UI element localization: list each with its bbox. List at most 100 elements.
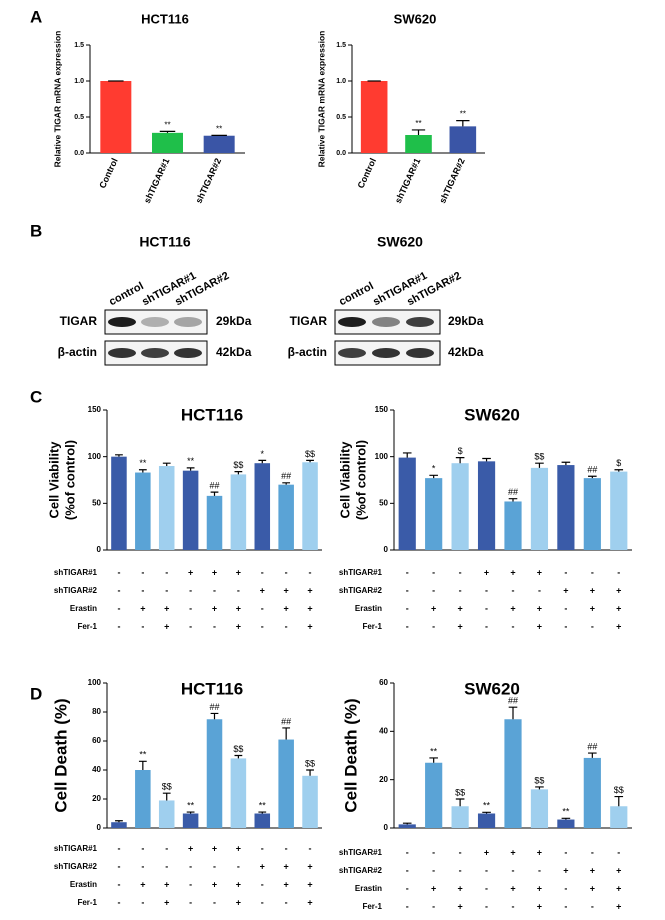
condition-mark: + <box>307 603 312 613</box>
condition-mark: + <box>188 843 193 853</box>
significance: ## <box>508 696 518 706</box>
lane-label: control <box>107 280 146 308</box>
condition-mark: - <box>512 585 515 595</box>
error-bar <box>258 811 267 814</box>
error-bar <box>162 792 171 801</box>
condition-name: shTIGAR#1 <box>54 568 98 577</box>
condition-mark: - <box>285 621 288 631</box>
error-bar <box>455 457 465 464</box>
error-bar <box>138 760 147 770</box>
y-tick-label: 60 <box>92 736 101 745</box>
condition-mark: + <box>510 883 515 893</box>
bar <box>254 813 271 828</box>
blot-title: SW620 <box>377 234 423 250</box>
bar <box>557 819 575 828</box>
condition-name: Fer-1 <box>362 622 382 631</box>
bar <box>425 478 443 550</box>
condition-mark: - <box>117 603 120 613</box>
bar <box>135 472 151 550</box>
band <box>372 348 400 358</box>
condition-mark: - <box>117 879 120 889</box>
condition-mark: - <box>432 567 435 577</box>
condition-mark: - <box>165 585 168 595</box>
error-bar <box>508 706 518 720</box>
bar <box>610 806 628 828</box>
error-bar <box>210 491 219 496</box>
bar <box>230 758 247 828</box>
condition-mark: - <box>406 567 409 577</box>
bar <box>111 456 127 550</box>
bar <box>111 822 127 828</box>
bar <box>451 806 469 828</box>
condition-mark: - <box>141 621 144 631</box>
condition-mark: + <box>236 879 241 889</box>
bar <box>182 813 199 828</box>
condition-mark: - <box>432 847 435 857</box>
condition-mark: - <box>564 883 567 893</box>
condition-mark: + <box>510 603 515 613</box>
condition-mark: + <box>590 883 595 893</box>
condition-mark: - <box>564 621 567 631</box>
condition-mark: + <box>236 567 241 577</box>
condition-mark: + <box>510 567 515 577</box>
y-axis-label: Cell Viability <box>46 441 61 519</box>
condition-mark: + <box>236 603 241 613</box>
error-bar <box>186 467 195 471</box>
x-tick-label: shTIGAR#2 <box>437 157 467 205</box>
condition-mark: - <box>141 843 144 853</box>
condition-name: Erastin <box>355 604 382 613</box>
error-bar <box>234 471 243 475</box>
size-label: 42kDa <box>448 345 484 359</box>
bar <box>254 463 271 550</box>
condition-mark: - <box>564 567 567 577</box>
condition-mark: + <box>307 879 312 889</box>
bar <box>302 775 318 828</box>
band <box>338 348 366 358</box>
condition-name: shTIGAR#2 <box>54 862 98 871</box>
condition-mark: - <box>117 621 120 631</box>
significance: ** <box>139 458 147 468</box>
y-tick-label: 20 <box>92 794 101 803</box>
condition-mark: + <box>284 603 289 613</box>
condition-mark: + <box>307 897 312 907</box>
condition-mark: - <box>309 567 312 577</box>
condition-mark: + <box>140 603 145 613</box>
condition-mark: + <box>284 861 289 871</box>
condition-mark: + <box>188 567 193 577</box>
condition-mark: + <box>164 603 169 613</box>
condition-mark: - <box>538 585 541 595</box>
significance: ** <box>562 807 570 817</box>
significance: ** <box>187 456 195 466</box>
bar <box>302 462 318 550</box>
error-bar <box>455 798 465 807</box>
condition-mark: - <box>117 897 120 907</box>
error-bar <box>508 498 518 502</box>
condition-mark: + <box>457 901 462 911</box>
condition-mark: - <box>406 621 409 631</box>
error-bar <box>535 786 544 790</box>
x-tick-label: shTIGAR#1 <box>393 157 423 205</box>
condition-name: Fer-1 <box>77 898 97 907</box>
band <box>406 348 434 358</box>
significance: ** <box>187 800 195 810</box>
condition-mark: - <box>189 603 192 613</box>
y-tick-label: 80 <box>92 707 101 716</box>
condition-mark: - <box>591 567 594 577</box>
significance: ## <box>209 481 219 491</box>
chart-title: HCT116 <box>141 11 189 26</box>
error-bar <box>115 454 123 457</box>
significance: ** <box>415 119 421 128</box>
x-tick-label: shTIGAR#1 <box>142 157 172 205</box>
panel-letter: C <box>30 387 42 406</box>
condition-mark: + <box>616 585 621 595</box>
condition-mark: - <box>261 603 264 613</box>
significance: ** <box>483 801 491 811</box>
condition-mark: + <box>563 865 568 875</box>
significance: ## <box>209 702 219 712</box>
significance: ## <box>281 716 291 726</box>
significance: $$ <box>534 452 544 462</box>
significance: ** <box>460 110 466 119</box>
error-bar <box>535 462 544 468</box>
condition-mark: + <box>537 621 542 631</box>
error-bar <box>159 130 176 133</box>
